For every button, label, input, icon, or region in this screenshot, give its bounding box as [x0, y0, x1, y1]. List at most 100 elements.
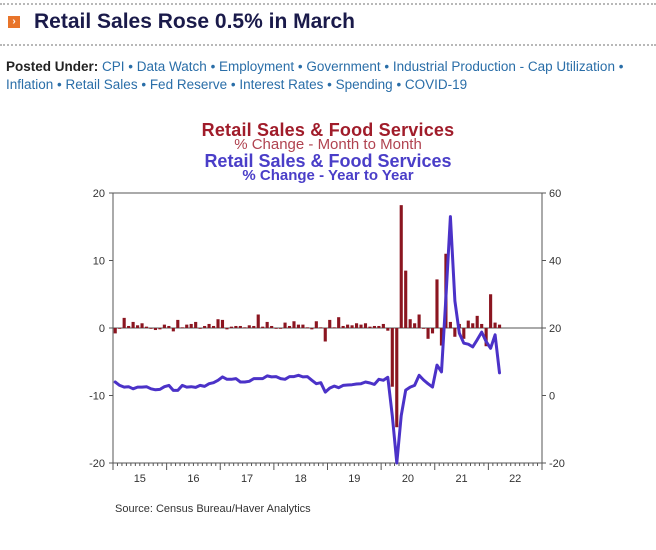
mom-bar [256, 314, 260, 328]
mom-bar [368, 326, 372, 328]
tag-list: CPI • Data Watch • Employment • Governme… [6, 59, 623, 92]
mom-bar [189, 323, 193, 328]
mom-bar [493, 322, 497, 328]
mom-bar [287, 325, 292, 328]
mom-bar [243, 327, 247, 329]
mom-bar [305, 327, 309, 329]
mom-bar [341, 325, 345, 328]
mom-bar [225, 328, 229, 330]
mom-bar [480, 323, 484, 328]
mom-bar [136, 325, 140, 328]
chart-subtitle-mom: % Change - Month to Month [234, 136, 422, 153]
mom-bar [296, 324, 301, 328]
tag-link[interactable]: Inflation [6, 77, 54, 92]
tag-separator: • [124, 59, 137, 74]
tag-link[interactable]: CPI [102, 59, 125, 74]
mom-bar [301, 324, 305, 328]
mom-bar [211, 325, 216, 328]
x-tick-label: 15 [134, 473, 146, 485]
tag-separator: • [294, 59, 307, 74]
page-title: Retail Sales Rose 0.5% in March [34, 10, 355, 33]
x-tick-label: 19 [348, 473, 360, 485]
mom-bar [229, 326, 233, 328]
x-tick-label: 20 [402, 473, 414, 485]
mom-bar [234, 325, 238, 328]
mom-bar [180, 327, 184, 329]
mom-bar [484, 328, 488, 347]
x-tick-label: 21 [455, 473, 467, 485]
x-tick-label: 18 [295, 473, 307, 485]
mom-bar [448, 321, 452, 328]
mom-bar [381, 323, 385, 328]
mom-bar [261, 326, 265, 328]
mom-bar [279, 328, 283, 329]
mom-bar [359, 324, 363, 328]
tag-link[interactable]: Employment [219, 59, 295, 74]
mom-bar [363, 323, 368, 328]
mom-bar [198, 328, 202, 329]
chart-subtitle-yoy: % Change - Year to Year [242, 167, 414, 184]
chart-title-mom: Retail Sales & Food Services [201, 120, 455, 140]
mom-bar [408, 319, 412, 328]
right-tick-label: -20 [549, 458, 565, 470]
mom-bar [337, 317, 341, 328]
mom-bar [167, 325, 171, 328]
mom-bar [430, 328, 435, 334]
tag-link[interactable]: Data Watch [136, 59, 207, 74]
mom-bar [158, 328, 162, 330]
left-tick-label: 0 [99, 323, 105, 335]
mom-bar [162, 324, 166, 328]
mom-bar [185, 324, 189, 328]
mom-bar [354, 323, 359, 328]
mom-bar [332, 327, 336, 329]
tag-separator: • [614, 59, 624, 74]
mom-bar [144, 326, 149, 328]
mom-bar [131, 321, 135, 328]
mom-bar [194, 321, 198, 328]
mom-bar [395, 328, 399, 428]
mom-bar [127, 325, 131, 328]
right-tick-label: 40 [549, 256, 561, 268]
left-tick-label: -10 [89, 391, 105, 403]
tag-link[interactable]: Retail Sales [65, 77, 138, 92]
left-tick-label: 10 [93, 256, 105, 268]
tag-link[interactable]: Interest Rates [239, 77, 324, 92]
chart-title-yoy: Retail Sales & Food Services [204, 151, 452, 171]
tag-link[interactable]: Spending [335, 77, 393, 92]
mom-bar [413, 323, 417, 328]
left-tick-label: -20 [89, 458, 105, 470]
mom-bar [399, 205, 403, 328]
mom-bar [346, 324, 350, 328]
right-tick-label: 20 [549, 323, 561, 335]
tag-separator: • [53, 77, 66, 92]
mom-bar [386, 328, 390, 331]
x-tick-label: 22 [509, 473, 521, 485]
left-tick-label: 20 [93, 188, 105, 200]
mom-bar [435, 279, 439, 328]
mom-bar [453, 328, 457, 337]
tag-separator: • [227, 77, 240, 92]
tag-link[interactable]: COVID-19 [404, 77, 468, 92]
mom-bar [265, 321, 269, 328]
mom-bar [417, 314, 421, 328]
mom-bar [489, 294, 493, 328]
mom-bar [390, 328, 394, 387]
tag-link[interactable]: Fed Reserve [149, 77, 228, 92]
mom-bar [475, 315, 479, 328]
mom-bar [252, 325, 256, 328]
mom-bar [466, 320, 470, 328]
tag-separator: • [206, 59, 220, 74]
x-tick-label: 16 [187, 473, 199, 485]
mom-bar [471, 323, 475, 328]
mom-bar [118, 328, 122, 329]
top-divider [0, 3, 656, 5]
posted-under: Posted Under: CPI • Data Watch • Employm… [6, 58, 646, 94]
tag-link[interactable]: Government [306, 59, 381, 74]
mom-bar [176, 319, 180, 328]
right-tick-label: 60 [549, 188, 561, 200]
mom-bar [238, 325, 242, 328]
mom-bar [149, 328, 153, 329]
yoy-line [113, 215, 501, 465]
tag-link[interactable]: Industrial Production - Cap Utilization [392, 59, 615, 74]
